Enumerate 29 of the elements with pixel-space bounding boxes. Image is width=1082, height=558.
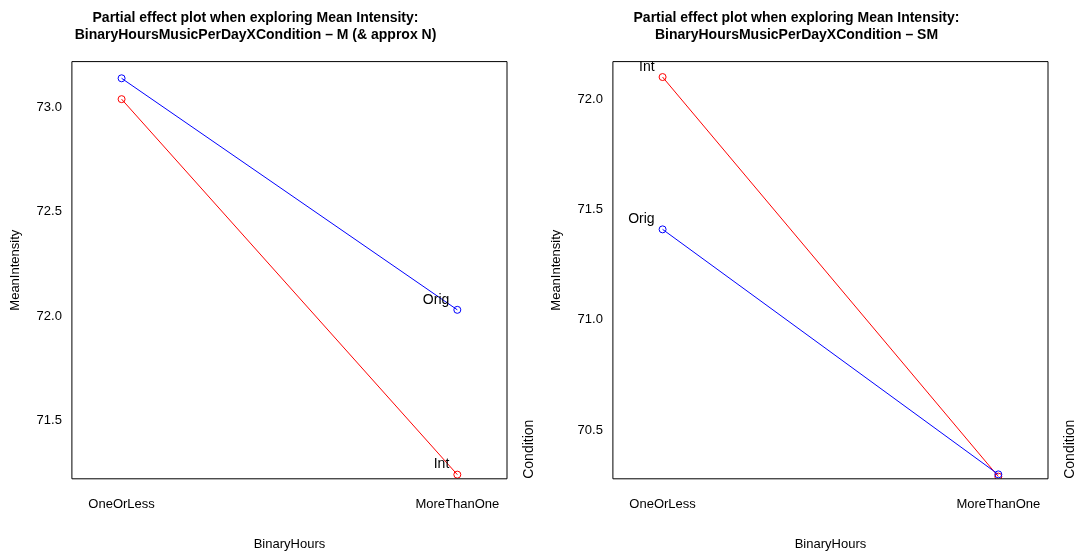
y-tick-label: 71.5 bbox=[36, 411, 62, 427]
chart-title: Partial effect plot when exploring Mean Intensity: BinaryHoursMusicPerDayXCondition – M (& approx N) bbox=[74, 9, 437, 43]
series-label: Int bbox=[433, 455, 450, 472]
y-tick-label: 71.0 bbox=[577, 311, 603, 327]
series-label: Int bbox=[639, 57, 655, 74]
point bbox=[658, 225, 667, 234]
y-tick-label: 73.0 bbox=[36, 99, 62, 115]
point bbox=[453, 470, 462, 479]
x-tick-label: MoreThanOne bbox=[956, 496, 1041, 512]
x-tick-label: MoreThanOne bbox=[415, 496, 500, 512]
x-axis-title: BinaryHours bbox=[794, 535, 867, 551]
point bbox=[117, 95, 126, 104]
legend-title: Condition bbox=[519, 419, 536, 479]
series-label: Orig bbox=[628, 210, 655, 227]
point bbox=[117, 74, 126, 83]
y-axis-title: MeanIntensity bbox=[548, 229, 564, 311]
legend-title: Condition bbox=[1060, 419, 1077, 479]
y-tick-label: 72.0 bbox=[577, 90, 603, 106]
y-tick-label: 70.5 bbox=[577, 421, 603, 437]
x-axis-title: BinaryHours bbox=[253, 535, 326, 551]
point bbox=[658, 73, 667, 82]
point bbox=[453, 305, 462, 314]
x-tick-label: OneOrLess bbox=[88, 496, 156, 512]
y-tick-label: 71.5 bbox=[577, 201, 603, 217]
chart-title: Partial effect plot when exploring Mean Intensity: BinaryHoursMusicPerDayXCondition – SM bbox=[633, 9, 960, 43]
y-axis-title: MeanIntensity bbox=[7, 229, 23, 311]
y-tick-label: 72.5 bbox=[36, 203, 62, 219]
y-tick-label: 72.0 bbox=[36, 307, 62, 323]
x-tick-label: OneOrLess bbox=[629, 496, 697, 512]
